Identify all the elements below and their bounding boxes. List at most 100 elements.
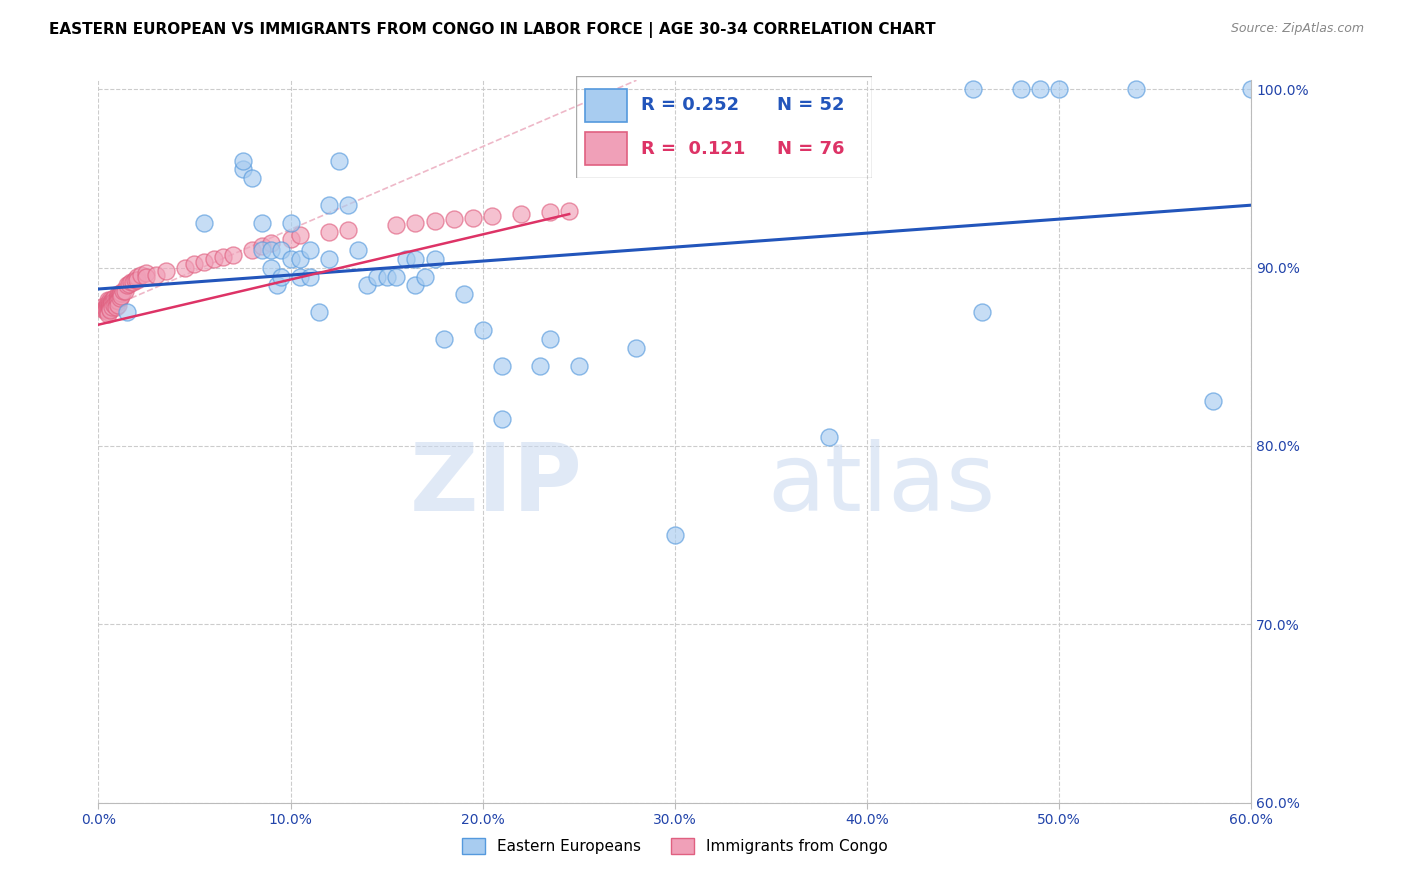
Point [98, 303, 121, 318]
Point [270, 269, 292, 284]
Point [568, 359, 591, 373]
Bar [585, 89, 627, 122]
Point [193, 255, 215, 269]
Bar [585, 132, 627, 165]
Point [97, 303, 120, 318]
Point [240, 171, 263, 186]
Point [97, 298, 120, 312]
Point [260, 235, 283, 250]
Point [318, 198, 340, 212]
Point [260, 243, 283, 257]
Text: N = 76: N = 76 [778, 140, 845, 158]
Point [260, 260, 283, 275]
Point [98, 293, 121, 307]
Point [125, 269, 148, 284]
Point [538, 205, 561, 219]
Point [97, 305, 120, 319]
Point [510, 207, 533, 221]
Point [347, 243, 370, 257]
Point [97, 301, 120, 316]
Point [97, 296, 120, 310]
Point [107, 298, 129, 312]
Point [93, 303, 115, 318]
Point [240, 243, 263, 257]
Point [817, 430, 839, 444]
Point [481, 209, 503, 223]
Point [328, 153, 350, 168]
Point [103, 298, 125, 312]
Text: R = 0.252: R = 0.252 [641, 95, 740, 113]
Point [231, 153, 254, 168]
Point [97, 300, 120, 314]
Point [101, 294, 124, 309]
Point [626, 341, 648, 355]
Text: Source: ZipAtlas.com: Source: ZipAtlas.com [1230, 22, 1364, 36]
Point [298, 243, 321, 257]
Point [266, 278, 288, 293]
Point [558, 203, 581, 218]
Point [104, 293, 127, 307]
Point [183, 257, 205, 271]
Point [385, 218, 408, 232]
Point [385, 269, 408, 284]
Point [250, 216, 273, 230]
Point [94, 301, 117, 316]
Point [280, 232, 302, 246]
Point [120, 275, 142, 289]
Point [290, 228, 312, 243]
Point [107, 289, 129, 303]
Point [97, 293, 120, 307]
Point [94, 300, 117, 314]
Point [280, 252, 302, 266]
Point [356, 278, 378, 293]
Point [453, 287, 475, 301]
Point [318, 252, 340, 266]
Text: ZIP: ZIP [409, 439, 582, 531]
Point [318, 225, 340, 239]
Point [280, 216, 302, 230]
Point [155, 264, 177, 278]
Legend: Eastern Europeans, Immigrants from Congo: Eastern Europeans, Immigrants from Congo [456, 832, 894, 860]
Point [664, 528, 686, 542]
Point [231, 162, 254, 177]
Point [250, 243, 273, 257]
Point [290, 252, 312, 266]
Point [1125, 82, 1147, 96]
Point [337, 198, 360, 212]
Point [117, 278, 139, 293]
Point [433, 332, 456, 346]
Point [463, 211, 485, 225]
Point [193, 216, 215, 230]
Point [962, 82, 984, 96]
Point [366, 269, 388, 284]
Point [174, 260, 197, 275]
Point [103, 294, 125, 309]
Point [101, 296, 124, 310]
Point [104, 296, 127, 310]
Point [529, 359, 551, 373]
Point [250, 239, 273, 253]
Point [1240, 82, 1263, 96]
Point [145, 268, 167, 282]
Text: atlas: atlas [768, 439, 995, 531]
Point [337, 223, 360, 237]
Point [1010, 82, 1032, 96]
Point [1029, 82, 1052, 96]
Point [290, 269, 312, 284]
Point [98, 300, 121, 314]
Point [98, 301, 121, 316]
Point [98, 298, 121, 312]
Point [538, 332, 561, 346]
Point [443, 212, 465, 227]
Point [135, 266, 157, 280]
Text: N = 52: N = 52 [778, 95, 845, 113]
Point [114, 284, 136, 298]
Point [491, 359, 513, 373]
Point [103, 291, 125, 305]
Point [270, 243, 292, 257]
Text: R =  0.121: R = 0.121 [641, 140, 745, 158]
Point [423, 252, 446, 266]
Point [972, 305, 994, 319]
Point [395, 252, 418, 266]
Point [98, 296, 121, 310]
